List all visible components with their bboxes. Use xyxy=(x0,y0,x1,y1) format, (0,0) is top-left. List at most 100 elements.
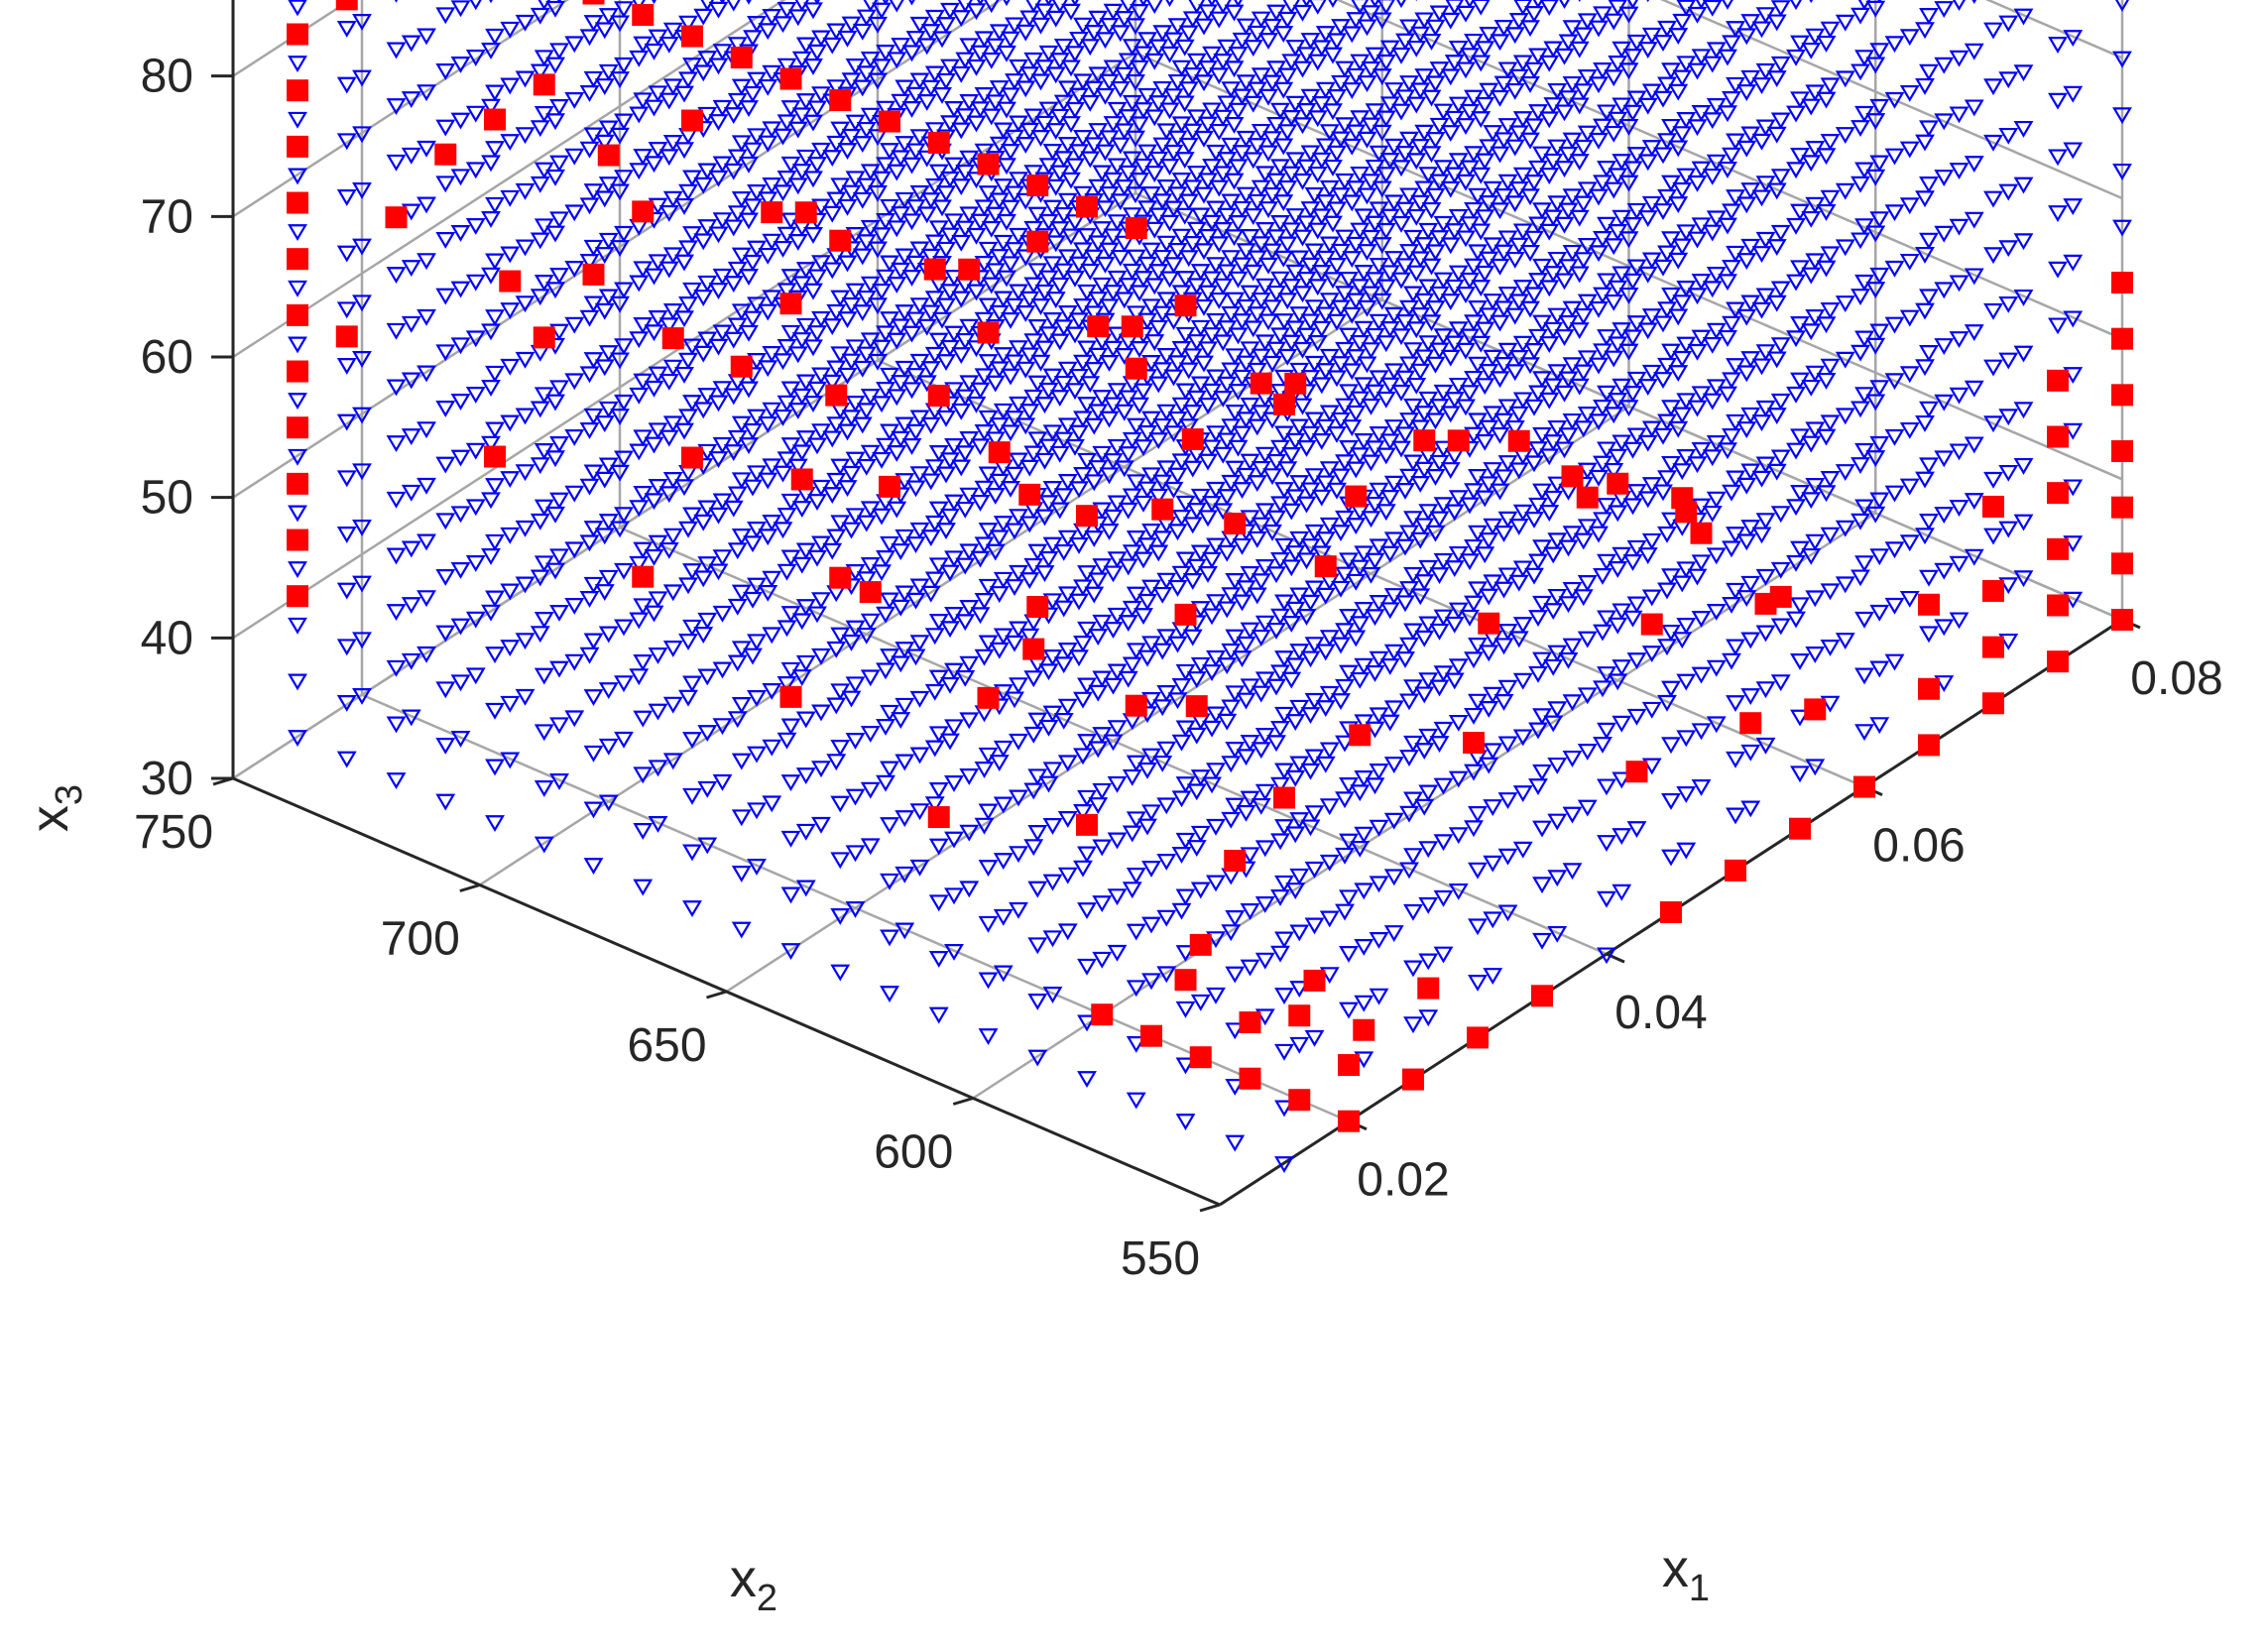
data-point-triangle xyxy=(1346,349,1367,367)
data-point-triangle xyxy=(1702,112,1723,130)
data-point-triangle xyxy=(598,345,619,363)
data-point-triangle xyxy=(845,114,866,132)
data-point-triangle xyxy=(928,781,949,799)
data-point-triangle xyxy=(1395,146,1415,163)
data-point-triangle xyxy=(1433,384,1454,402)
data-point-triangle xyxy=(1080,151,1101,169)
data-point-triangle xyxy=(1202,271,1222,289)
data-point-square xyxy=(1349,724,1372,747)
data-point-triangle xyxy=(1354,883,1374,900)
data-point-triangle xyxy=(485,590,505,608)
data-point-triangle xyxy=(435,625,456,643)
data-point-triangle xyxy=(1045,235,1066,253)
data-point-triangle xyxy=(1820,189,1841,207)
data-point-triangle xyxy=(598,232,619,250)
data-point-triangle xyxy=(1399,75,1419,92)
data-point-triangle xyxy=(1005,129,1024,147)
data-point-triangle xyxy=(1740,14,1761,32)
data-point-triangle xyxy=(1175,551,1196,569)
data-point-triangle xyxy=(288,280,307,297)
data-point-triangle xyxy=(1228,159,1249,177)
data-point-square xyxy=(2111,327,2133,350)
data-point-triangle xyxy=(920,304,941,322)
data-point-triangle xyxy=(1240,341,1260,359)
data-point-triangle xyxy=(1597,778,1616,796)
data-point-triangle xyxy=(1508,237,1529,255)
data-point-triangle xyxy=(633,766,654,784)
data-point-triangle xyxy=(723,276,744,294)
data-point-triangle xyxy=(1270,664,1290,682)
data-point-triangle xyxy=(920,416,941,434)
series-blue-triangles xyxy=(288,0,2132,1174)
data-point-triangle xyxy=(1080,39,1101,57)
data-point-triangle xyxy=(1618,6,1639,24)
data-point-triangle xyxy=(1702,224,1723,242)
data-point-triangle xyxy=(1726,807,1745,825)
data-point-triangle xyxy=(1027,768,1048,786)
data-point-triangle xyxy=(1497,567,1518,585)
data-point-triangle xyxy=(1661,343,1681,361)
data-point-triangle xyxy=(1270,945,1290,963)
data-point-triangle xyxy=(1589,413,1609,431)
data-point-triangle xyxy=(658,149,679,167)
data-point-triangle xyxy=(662,415,683,433)
data-point-triangle xyxy=(1661,62,1681,80)
data-point-triangle xyxy=(1949,555,1970,573)
data-point-triangle xyxy=(1323,47,1343,64)
data-point-triangle xyxy=(1577,687,1598,705)
data-point-triangle xyxy=(1766,182,1787,200)
data-point-triangle xyxy=(1657,245,1677,263)
data-point-triangle xyxy=(1174,95,1195,113)
data-point-triangle xyxy=(1023,108,1044,126)
data-point-triangle xyxy=(1099,130,1120,148)
data-point-triangle xyxy=(534,611,554,629)
data-point-triangle xyxy=(1163,481,1184,499)
data-point-triangle xyxy=(1801,155,1822,173)
data-point-triangle xyxy=(1558,596,1579,614)
data-point-triangle xyxy=(1425,244,1446,262)
data-point-triangle xyxy=(916,206,937,224)
data-point-triangle xyxy=(1618,62,1639,80)
data-point-triangle xyxy=(791,556,812,574)
data-point-triangle xyxy=(1740,520,1761,537)
data-point-triangle xyxy=(644,605,664,623)
data-point-triangle xyxy=(500,77,521,95)
data-point-triangle xyxy=(1137,87,1157,105)
data-point-triangle xyxy=(1444,167,1465,184)
data-point-triangle xyxy=(1289,868,1310,885)
data-point-triangle xyxy=(955,669,976,687)
data-point-triangle xyxy=(583,352,604,370)
data-point-triangle xyxy=(1213,391,1234,408)
data-point-triangle xyxy=(1429,286,1450,303)
data-point-triangle xyxy=(1001,31,1020,49)
data-point-triangle xyxy=(629,275,650,293)
data-point-triangle xyxy=(901,157,922,175)
data-point-triangle xyxy=(1019,291,1040,308)
data-point-triangle xyxy=(1805,28,1826,46)
data-point-triangle xyxy=(1315,250,1336,268)
data-point-triangle xyxy=(747,634,767,651)
data-point-square xyxy=(1125,217,1147,240)
data-point-triangle xyxy=(1740,182,1761,200)
data-point-triangle xyxy=(1178,137,1199,155)
data-point-triangle xyxy=(762,64,782,82)
data-point-triangle xyxy=(872,508,892,526)
data-point-triangle xyxy=(644,380,664,398)
data-point-triangle xyxy=(928,220,949,238)
data-point-triangle xyxy=(549,380,569,398)
data-point-triangle xyxy=(1410,363,1431,381)
data-point-triangle xyxy=(629,387,650,405)
data-point-triangle xyxy=(743,254,763,272)
data-point-triangle xyxy=(1497,399,1518,416)
data-point-triangle xyxy=(1751,246,1772,263)
data-point-triangle xyxy=(856,515,877,532)
data-point-triangle xyxy=(1015,249,1036,267)
data-point-triangle xyxy=(1171,285,1192,302)
data-point-triangle xyxy=(1383,138,1404,156)
data-point-triangle xyxy=(1156,572,1177,590)
data-point-triangle xyxy=(1418,504,1439,522)
data-point-triangle xyxy=(974,480,995,498)
data-point-triangle xyxy=(1410,531,1431,549)
data-point-triangle xyxy=(997,101,1016,119)
data-point-triangle xyxy=(747,746,767,764)
